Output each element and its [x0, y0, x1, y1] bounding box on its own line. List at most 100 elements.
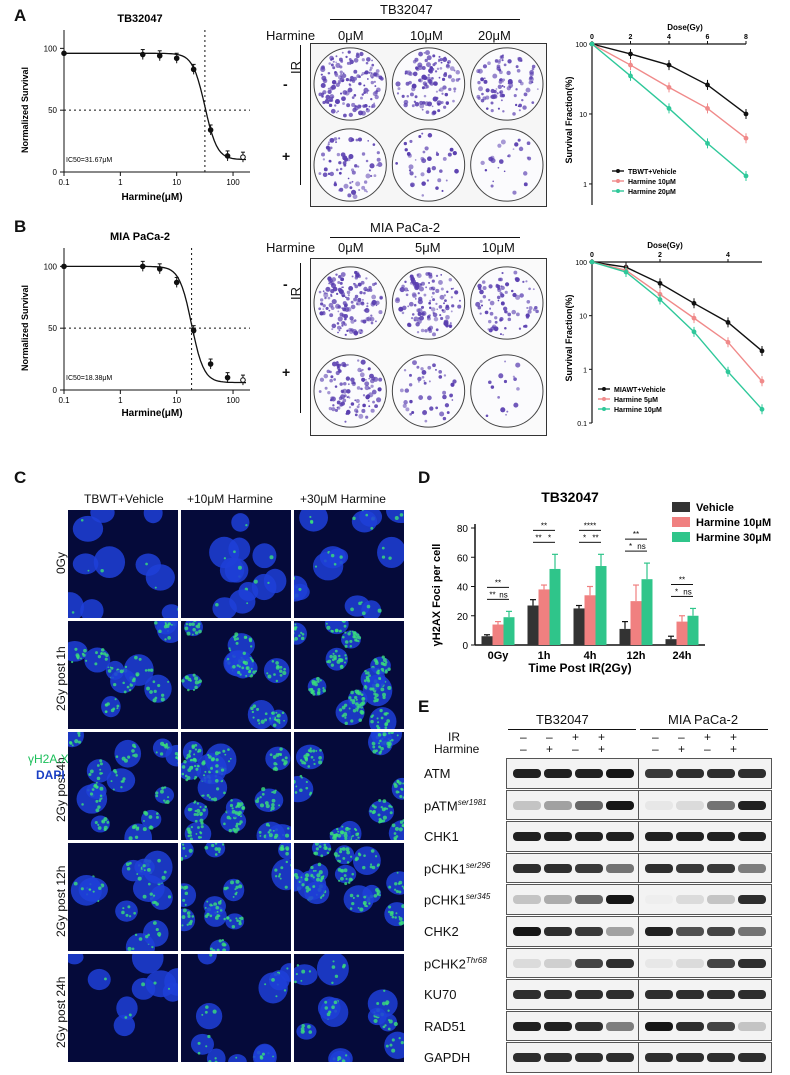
b-colony	[362, 394, 366, 397]
panel-e-protein-label-0: ATM	[424, 766, 450, 781]
b-colony	[322, 290, 325, 292]
b-colony	[451, 304, 455, 308]
panel-e-band	[606, 990, 634, 1000]
panel-c-focus	[344, 837, 348, 840]
panel-c-focus	[98, 799, 102, 803]
panel-c-focus	[355, 702, 359, 706]
b-colony	[504, 290, 508, 294]
a-colony	[335, 62, 341, 68]
b-surv-ytick-label-3: 100	[575, 260, 587, 267]
a-colony	[333, 137, 338, 141]
panel-c-focus	[294, 639, 295, 642]
b-colony	[342, 381, 347, 386]
panel-c-focus	[113, 683, 117, 687]
panel-c-focus	[207, 753, 210, 757]
panel-c-focus	[347, 881, 351, 884]
b-plate-1-2	[470, 354, 544, 428]
panel-c-focus	[309, 749, 313, 753]
panel-c-nucleus	[68, 592, 84, 618]
panel-b-plate-grid	[313, 266, 544, 428]
panel-c-focus	[305, 780, 308, 784]
panel-c-focus	[333, 834, 336, 837]
panel-e-band	[575, 927, 603, 936]
panel-c-focus	[311, 688, 314, 691]
panel-c-focus	[357, 691, 362, 696]
b-colony	[339, 327, 342, 330]
b-colony	[427, 365, 432, 370]
a-colony	[414, 57, 419, 62]
a-colony	[496, 92, 499, 95]
panel-c-focus	[191, 745, 196, 750]
panel-c-focus	[267, 581, 270, 585]
panel-c-focus	[294, 779, 296, 784]
panel-c-image-3-1	[181, 843, 291, 951]
a-colony	[339, 187, 344, 192]
b-colony	[493, 326, 499, 332]
a-colony	[414, 101, 420, 107]
panel-d-bar-4-1	[676, 621, 688, 645]
b-colony	[343, 303, 348, 308]
panel-c-focus	[355, 633, 360, 637]
panel-c-focus	[89, 769, 94, 774]
panel-c-nucleus	[113, 1014, 136, 1037]
panel-c-focus	[157, 931, 162, 937]
panel-c-focus	[378, 742, 381, 745]
a-colony	[347, 50, 351, 54]
b-colony	[360, 280, 365, 285]
b-colony	[504, 326, 507, 330]
panel-c-focus	[339, 555, 343, 559]
panel-c-focus	[193, 764, 197, 768]
panel-c-nucleus	[316, 954, 349, 986]
panel-a-surv-ylabel: Survival Fraction(%)	[564, 76, 574, 163]
panel-c-focus	[398, 921, 403, 926]
panel-c-focus	[343, 874, 347, 877]
panel-c-focus	[228, 647, 231, 650]
panel-c-focus	[128, 915, 132, 918]
panel-c-focus	[184, 774, 188, 778]
a-surv-point-1-4	[743, 135, 749, 141]
b-colony	[346, 296, 350, 301]
a-colony	[522, 105, 527, 110]
a-colony	[423, 75, 428, 81]
panel-c-focus	[375, 749, 378, 753]
panel-c-image-2-1	[181, 732, 291, 840]
panel-e-band	[645, 990, 673, 1000]
panel-c-focus	[192, 627, 196, 632]
panel-d-sig-label-1-2: *	[548, 533, 551, 542]
panel-d-bar-0-1	[492, 624, 504, 645]
b-colony	[371, 389, 377, 395]
panel-c-focus	[121, 910, 125, 915]
a-colony	[323, 167, 328, 172]
panel-c-focus	[146, 686, 150, 691]
panel-c-focus	[358, 718, 362, 722]
panel-c-focus	[395, 889, 399, 893]
b-colony	[526, 306, 529, 310]
a-colony	[431, 67, 435, 71]
panel-c-focus	[275, 679, 279, 683]
panel-c-focus	[294, 631, 295, 635]
a-colony	[330, 108, 336, 114]
panel-c-focus	[250, 667, 253, 670]
panel-c-focus	[388, 804, 392, 808]
a-colony	[352, 107, 357, 113]
panel-c-focus	[184, 855, 187, 858]
b-colony	[330, 306, 335, 310]
b-colony	[432, 312, 438, 318]
b-colony	[319, 377, 325, 382]
panel-c-focus	[351, 630, 354, 633]
a-colony	[351, 170, 356, 175]
b-colony	[442, 390, 447, 395]
panel-c-focus	[211, 757, 216, 761]
panel-c-focus	[154, 586, 157, 589]
panel-e-band	[645, 927, 673, 936]
panel-d-ytick-label-0: 0	[462, 641, 468, 652]
panel-c-focus	[233, 550, 236, 554]
panel-b-curve-title: MIA PaCa-2	[110, 231, 170, 243]
b-colony	[366, 394, 371, 399]
panel-c-focus	[314, 565, 318, 568]
panel-d-xtick-label-2: 4h	[584, 650, 597, 662]
a-colony	[337, 110, 339, 113]
panel-c-focus	[377, 669, 380, 672]
panel-c-focus	[235, 917, 238, 920]
panel-c-nucleus	[229, 589, 256, 614]
